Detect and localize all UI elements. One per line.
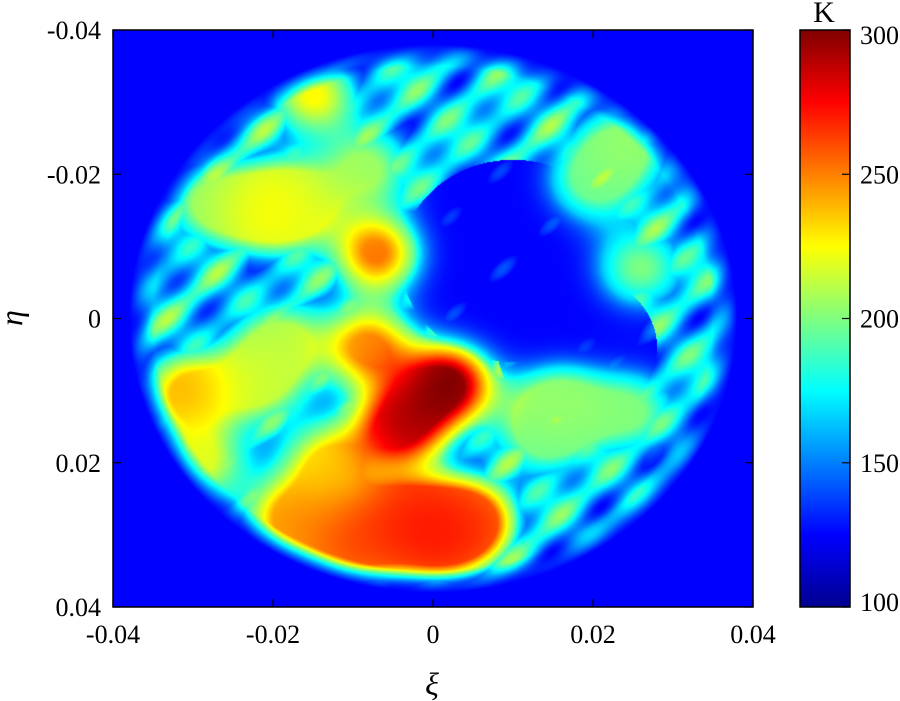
- y-tick-label: -0.02: [47, 160, 101, 189]
- colorbar-tick-label: 100: [860, 588, 899, 617]
- x-tick-label: 0: [427, 620, 440, 649]
- colorbar: K 300 250 200 150 100: [799, 0, 899, 617]
- x-tick-label: -0.04: [86, 620, 140, 649]
- y-tick-label: -0.04: [47, 16, 101, 45]
- heatmap-canvas: [113, 30, 753, 607]
- y-axis-ticks: -0.04 -0.02 0 0.02 0.04: [47, 16, 753, 622]
- colorbar-ticks: 300 250 200 150 100: [842, 21, 899, 617]
- y-tick-label: 0: [88, 305, 101, 334]
- x-tick-label: -0.02: [246, 620, 300, 649]
- x-tick-label: 0.02: [570, 620, 616, 649]
- colorbar-gradient: [800, 30, 850, 607]
- x-axis-label: ξ: [425, 666, 439, 701]
- y-axis-label: η: [0, 310, 29, 326]
- y-tick-label: 0.04: [56, 593, 102, 622]
- x-tick-label: 0.04: [730, 620, 776, 649]
- x-axis-ticks: -0.04 -0.02 0 0.02 0.04: [86, 30, 776, 649]
- colorbar-unit: K: [813, 0, 835, 29]
- colorbar-tick-label: 150: [860, 449, 899, 478]
- heatmap-image: [113, 30, 753, 607]
- colorbar-tick-label: 250: [860, 160, 899, 189]
- plot-area: -0.04 -0.02 0 0.02 0.04 -0.04 -0.02 0 0.02 0.04: [47, 16, 776, 649]
- colorbar-tick-label: 300: [860, 21, 899, 50]
- colorbar-tick-label: 200: [860, 305, 899, 334]
- y-tick-label: 0.02: [56, 449, 102, 478]
